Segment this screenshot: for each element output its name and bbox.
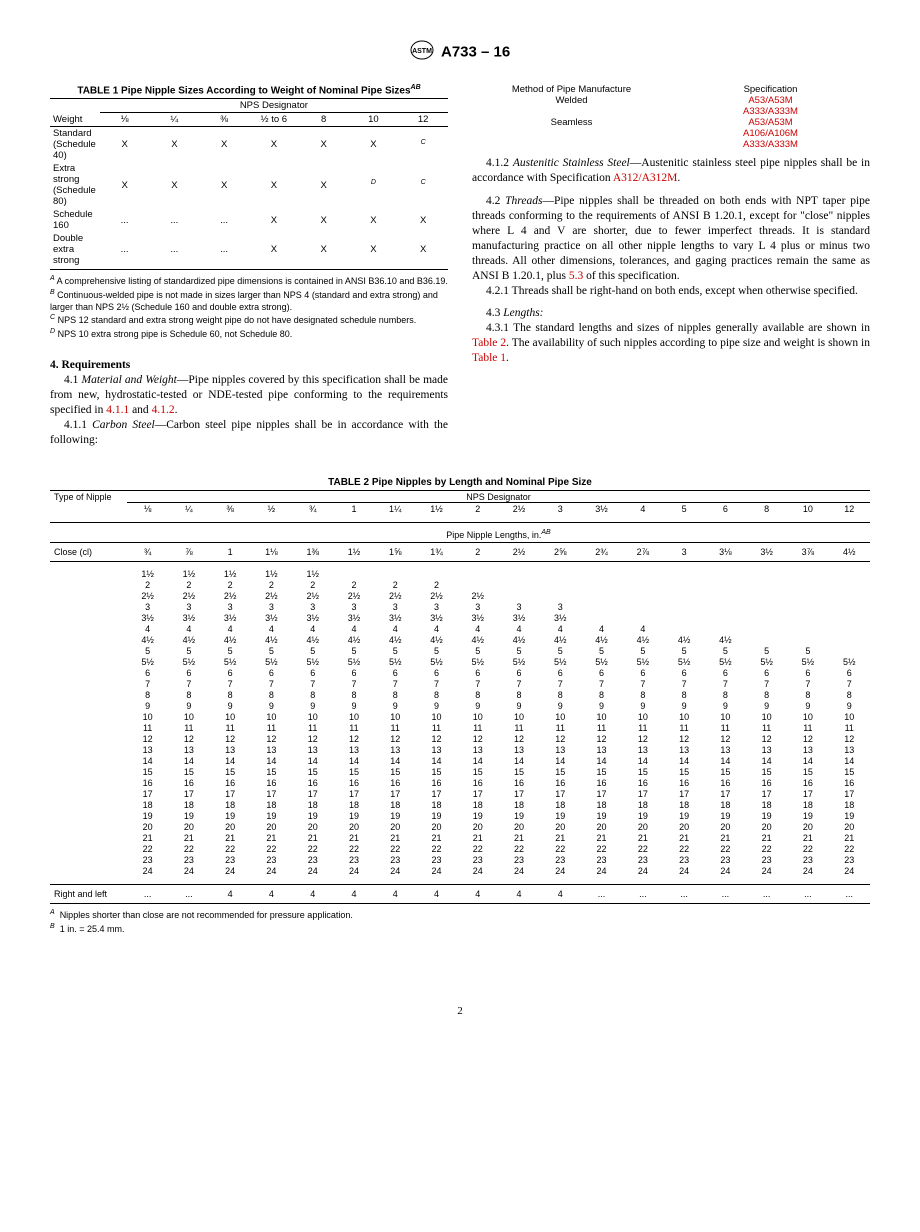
table2-title: TABLE 2 Pipe Nipples by Length and Nomin… bbox=[50, 477, 870, 488]
para-4.3.1: 4.3.1 The standard lengths and sizes of … bbox=[472, 321, 870, 366]
para-4.1.2: 4.1.2 Austenitic Stainless Steel—Austeni… bbox=[472, 156, 870, 186]
table1-notes: A A comprehensive listing of standardize… bbox=[50, 274, 448, 340]
para-4.2: 4.2 Threads—Pipe nipples shall be thread… bbox=[472, 194, 870, 284]
table1-title: TABLE 1 Pipe Nipple Sizes According to W… bbox=[50, 84, 448, 96]
spec-table: Method of Pipe ManufactureSpecification … bbox=[472, 84, 870, 150]
para-4.2.1: 4.2.1 Threads shall be right-hand on bot… bbox=[472, 284, 870, 299]
section-4-heading: 4. Requirements bbox=[50, 359, 448, 371]
para-4.3: 4.3 Lengths: bbox=[472, 306, 870, 321]
table2-notes: A Nipples shorter than close are not rec… bbox=[50, 908, 870, 935]
para-4.1.1: 4.1.1 Carbon Steel—Carbon steel pipe nip… bbox=[50, 418, 448, 448]
page-header: ASTM A733 – 16 bbox=[50, 40, 870, 64]
page-number: 2 bbox=[50, 1005, 870, 1017]
para-4.1: 4.1 Material and Weight—Pipe nipples cov… bbox=[50, 373, 448, 418]
designation: A733 – 16 bbox=[441, 44, 510, 61]
svg-text:ASTM: ASTM bbox=[412, 48, 432, 55]
table1: WeightNPS Designator ⅛¼⅜½ to 681012 Stan… bbox=[50, 98, 448, 267]
table2: Type of Nipple NPS Designator ⅛¼⅜½¾11¼1½… bbox=[50, 490, 870, 904]
astm-logo-icon: ASTM bbox=[410, 40, 434, 64]
